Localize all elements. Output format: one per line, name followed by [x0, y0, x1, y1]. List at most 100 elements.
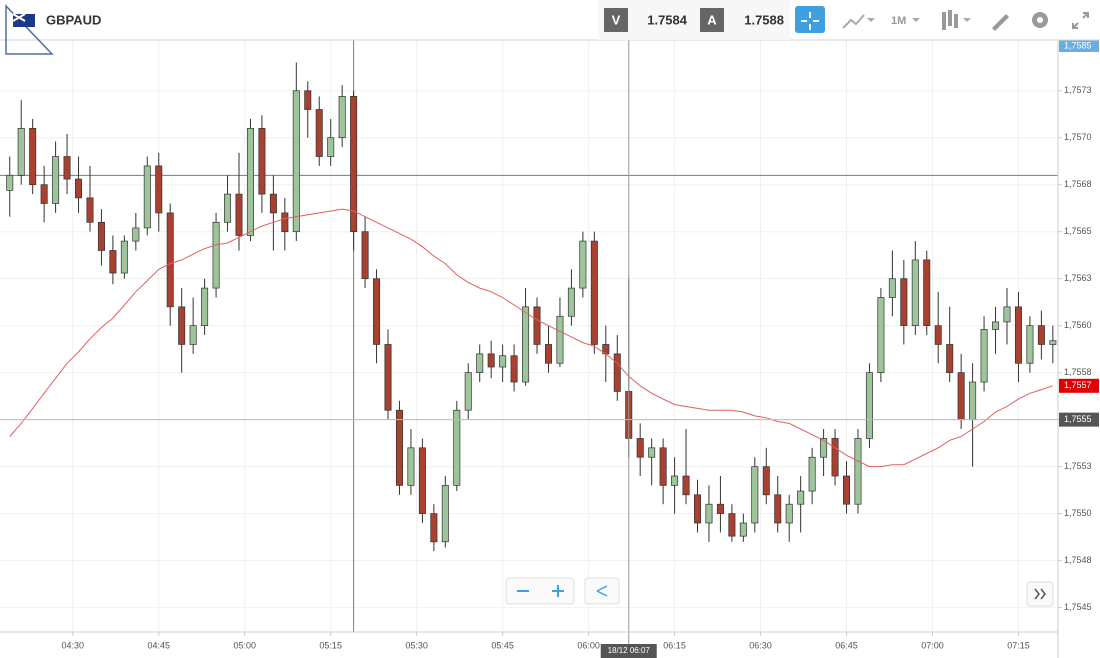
ask-badge	[700, 8, 724, 32]
candle-body	[6, 174, 14, 191]
share-button[interactable]	[584, 577, 620, 605]
candle-body	[246, 127, 254, 236]
y-tick-label: 1,7563	[1064, 273, 1092, 283]
share-icon	[596, 585, 608, 597]
zoom-in[interactable]	[552, 585, 564, 597]
candle-body	[567, 287, 575, 317]
y-tick-label: 1,7573	[1064, 85, 1092, 95]
y-tick-label: 1,7550	[1064, 508, 1092, 518]
candle-body	[292, 90, 300, 233]
x-tick-label: 06:45	[835, 640, 858, 650]
candle-body	[969, 381, 977, 420]
candle-body	[315, 109, 323, 157]
candle-body	[1049, 340, 1057, 345]
candle-body	[659, 447, 667, 486]
candle-body	[304, 90, 312, 110]
candle-body	[648, 447, 656, 458]
timeframe[interactable]: 1M	[891, 15, 906, 27]
bid-badge	[604, 8, 628, 32]
last-price-box	[1059, 378, 1099, 393]
candle-body	[693, 494, 702, 524]
crosshair-price-box	[1059, 412, 1099, 427]
candle-body	[75, 178, 83, 199]
draw-icon[interactable]	[992, 14, 1009, 31]
candle-body	[499, 355, 507, 368]
candle-body	[888, 278, 896, 298]
candle-body	[40, 184, 48, 204]
candle-body	[224, 193, 232, 223]
candle-body	[258, 127, 266, 195]
candle-body	[762, 466, 770, 496]
x-tick-label: 04:45	[147, 640, 170, 650]
toolbar	[0, 0, 1100, 40]
candle-body	[132, 227, 140, 242]
candle-body	[522, 306, 530, 383]
y-tick-label: 1,7545	[1064, 602, 1092, 612]
settings-icon	[1037, 17, 1043, 23]
candle-body	[120, 240, 128, 274]
candle-body	[808, 456, 816, 492]
candle-body	[590, 240, 598, 345]
candle-body	[373, 278, 381, 345]
candle-body	[476, 353, 484, 373]
x-tick-label: 07:15	[1007, 640, 1030, 650]
x-tick-label: 06:00	[577, 640, 600, 650]
chart-type-icon[interactable]	[842, 14, 865, 29]
moving-average	[9, 208, 1053, 468]
candle-body	[533, 306, 541, 345]
candle-body	[556, 315, 564, 364]
ask-price: 1.7588	[744, 12, 784, 27]
collapse-icon[interactable]	[1072, 12, 1089, 29]
price-axis	[1058, 40, 1100, 658]
candle-body	[338, 96, 346, 139]
candle-body	[716, 503, 724, 514]
candle-body	[923, 259, 931, 327]
y-tick-label: 1,7568	[1064, 179, 1092, 189]
candle-body	[1026, 325, 1034, 364]
axes: 1,7573 1,7570 1,7568 1,7565 1,7563 1,7560 1,75…	[62, 40, 1099, 658]
x-tick-label: 06:15	[663, 640, 686, 650]
candle-body	[63, 156, 71, 180]
top-price-box	[1059, 40, 1099, 52]
candle-body	[877, 297, 885, 373]
candle-body	[544, 344, 552, 364]
corner-tool[interactable]	[5, 4, 54, 55]
bid-letter: V	[612, 12, 621, 27]
candle-body	[361, 231, 369, 280]
candle-body	[395, 409, 403, 486]
crosshair-icon	[801, 12, 819, 30]
candle-body	[865, 372, 873, 439]
x-tick-label: 07:00	[921, 640, 944, 650]
x-tick-label: 05:00	[233, 640, 256, 650]
candle-body	[86, 197, 94, 223]
candle-body	[155, 165, 163, 214]
zoom-controls	[505, 577, 575, 605]
candle-body	[1003, 306, 1011, 323]
candle-body	[636, 438, 644, 458]
candle-body	[843, 475, 851, 505]
candle-body	[109, 250, 117, 274]
candle-body	[166, 212, 174, 308]
candle-body	[52, 156, 60, 204]
candles-icon[interactable]	[942, 10, 958, 30]
crosshair-button[interactable]	[795, 6, 825, 33]
y-tick-label: 1,7548	[1064, 555, 1092, 565]
scroll-end-button[interactable]	[1026, 581, 1054, 607]
candle-body	[1014, 306, 1022, 364]
x-tick-label: 05:45	[491, 640, 514, 650]
candle-body	[384, 344, 392, 411]
y-tick-label: 1,7560	[1064, 320, 1092, 330]
candle-body	[29, 127, 37, 186]
y-tick-label: 1,7565	[1064, 226, 1092, 236]
symbol: GBPAUD	[46, 12, 101, 27]
candle-body	[785, 503, 793, 524]
candle-body	[189, 325, 197, 345]
dropdown-arrows	[867, 18, 971, 22]
candle-body	[934, 325, 942, 345]
plot	[0, 40, 1058, 658]
candle-body	[900, 278, 908, 327]
candle-body	[327, 137, 335, 157]
candle-body	[407, 447, 415, 486]
candle-body	[774, 494, 782, 524]
